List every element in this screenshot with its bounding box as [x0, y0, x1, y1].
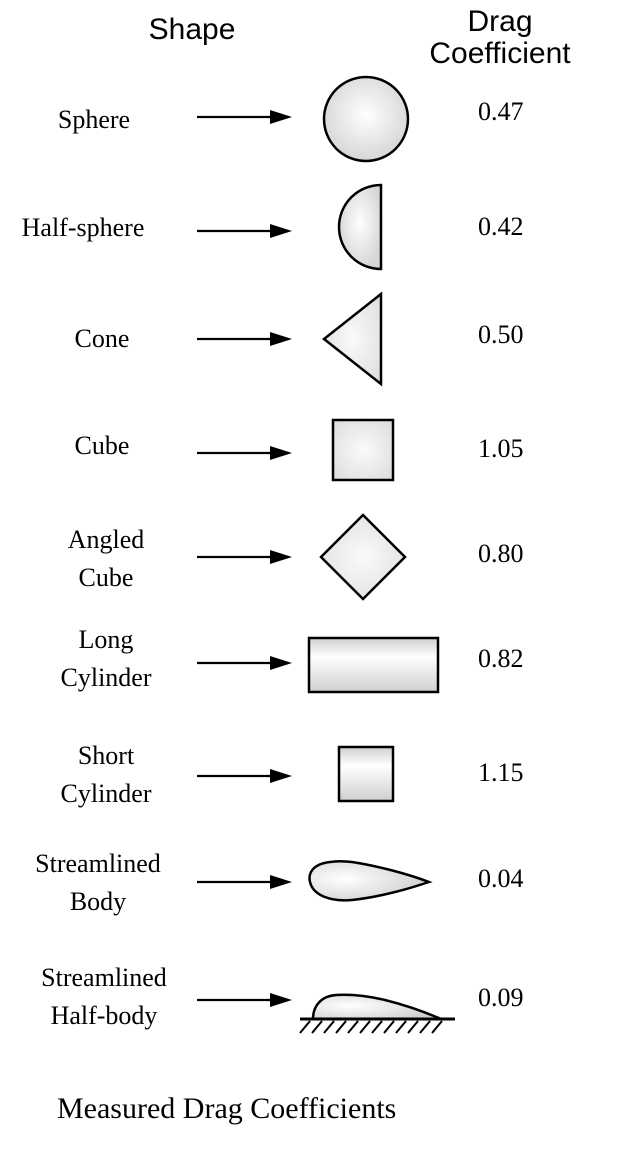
- row-name-line: Sphere: [57, 105, 131, 134]
- arrow-icon: [197, 769, 292, 783]
- drag-header-line2: Coefficient: [429, 37, 571, 70]
- streamlined-half-body-shape: [299, 993, 455, 1034]
- row-name-line: Body: [69, 887, 127, 916]
- row-name-line: Half-body: [50, 1001, 158, 1030]
- arrow-icon: [197, 875, 292, 889]
- value-streamlined-half-body: 0.09: [478, 983, 524, 1012]
- value-cone: 0.50: [478, 320, 524, 349]
- figure-caption: Measured Drag Coefficients: [57, 1092, 397, 1125]
- drag-header-line1: Drag: [467, 5, 533, 38]
- row-name-streamlined-half-body: Streamlined Half-body: [14, 959, 194, 1035]
- streamlined-body-shape: [308, 860, 433, 902]
- arrow-icon: [197, 110, 292, 124]
- long-cylinder-shape: [307, 636, 440, 694]
- row-name-line: Half-sphere: [21, 213, 145, 242]
- short-cylinder-shape: [337, 745, 395, 803]
- row-name-line: Angled: [67, 525, 145, 554]
- value-short-cylinder: 1.15: [478, 758, 524, 787]
- sphere-shape: [322, 75, 410, 163]
- angled-cube-shape: [319, 513, 407, 601]
- row-name-streamlined-body: Streamlined Body: [8, 845, 188, 921]
- row-name-short-cylinder: Short Cylinder: [16, 737, 196, 813]
- arrow-icon: [197, 550, 292, 564]
- row-name-cube: Cube: [12, 427, 192, 465]
- row-name-long-cylinder: Long Cylinder: [16, 621, 196, 697]
- cube-shape: [331, 418, 395, 482]
- row-name-line: Short: [77, 741, 135, 770]
- row-name-half-sphere: Half-sphere: [0, 209, 173, 247]
- arrow-icon: [197, 224, 292, 238]
- half-sphere-shape: [337, 183, 383, 271]
- value-long-cylinder: 0.82: [478, 644, 524, 673]
- shape-column-header: Shape: [148, 13, 236, 46]
- row-name-line: Streamlined: [41, 963, 167, 992]
- row-name-sphere: Sphere: [4, 101, 184, 139]
- cone-shape: [321, 291, 383, 387]
- row-name-line: Streamlined: [35, 849, 161, 878]
- row-name-cone: Cone: [12, 320, 192, 358]
- value-sphere: 0.47: [478, 97, 524, 126]
- row-name-line: Cylinder: [60, 663, 152, 692]
- arrow-icon: [197, 656, 292, 670]
- value-angled-cube: 0.80: [478, 539, 524, 568]
- arrow-icon: [197, 332, 292, 346]
- arrow-icon: [197, 993, 292, 1007]
- drag-coefficient-column-header: Drag Coefficient: [410, 6, 590, 70]
- row-name-line: Cube: [78, 563, 134, 592]
- arrow-icon: [197, 446, 292, 460]
- value-streamlined-body: 0.04: [478, 864, 524, 893]
- row-name-line: Long: [78, 625, 134, 654]
- row-name-line: Cone: [74, 324, 130, 353]
- row-name-line: Cylinder: [60, 779, 152, 808]
- row-name-line: Cube: [74, 431, 130, 460]
- row-name-angled-cube: Angled Cube: [16, 521, 196, 597]
- value-half-sphere: 0.42: [478, 212, 524, 241]
- value-cube: 1.05: [478, 434, 524, 463]
